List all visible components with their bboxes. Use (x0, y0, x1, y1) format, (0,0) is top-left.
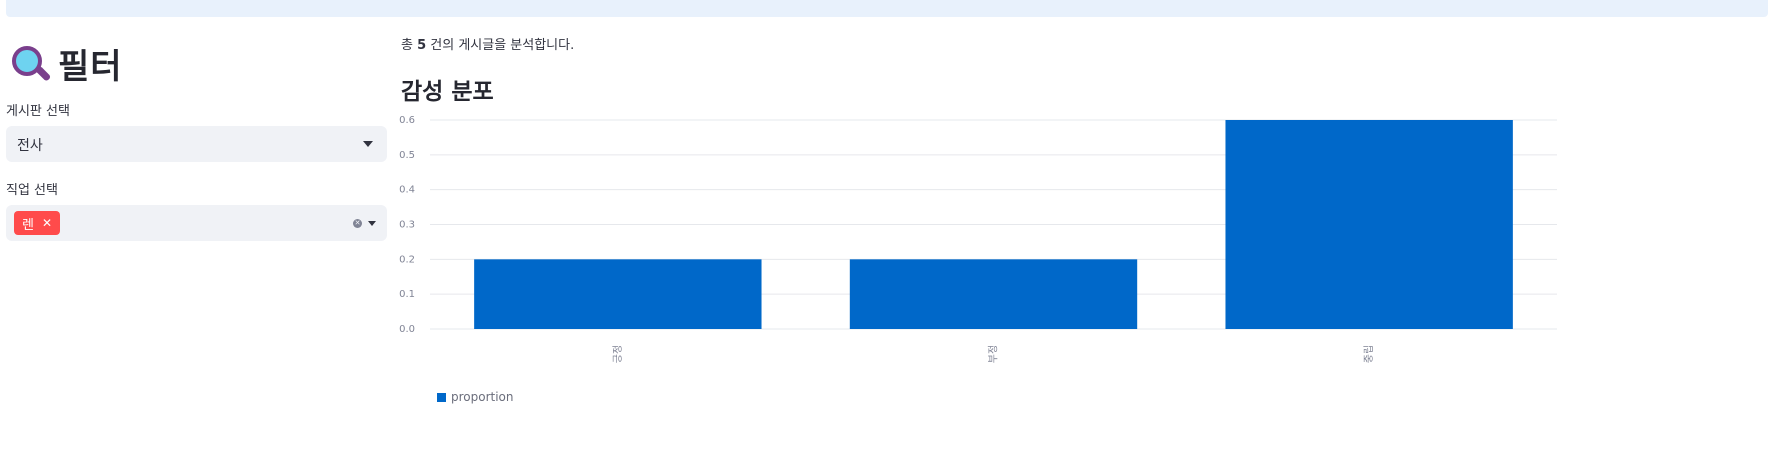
job-tag[interactable]: 렌 ✕ (14, 211, 61, 235)
board-select-value: 전사 (17, 138, 43, 154)
bar-3 (1225, 120, 1513, 329)
summary-count: 5 (417, 38, 427, 53)
section-title: 감성 분포 (401, 79, 494, 105)
legend-label: proportion (451, 390, 514, 404)
job-multiselect[interactable]: 렌 ✕ ✕ (6, 205, 387, 241)
clear-all-icon[interactable]: ✕ (353, 219, 362, 228)
y-tick-label: 0.4 (399, 185, 415, 196)
y-tick-label: 0.2 (399, 254, 415, 265)
summary-text: 총 5 건의 게시글을 분석합니다. (401, 38, 575, 53)
y-tick-label: 0.5 (399, 150, 415, 161)
tag-remove-icon[interactable]: ✕ (41, 216, 53, 230)
top-info-banner (6, 0, 1768, 17)
y-tick-label: 0.0 (399, 324, 415, 335)
x-tick-label: 긍정 (612, 345, 624, 363)
filter-title: 필터 (58, 46, 123, 87)
job-select-label: 직업 선택 (6, 183, 58, 198)
x-tick-label: 부정 (988, 345, 1000, 363)
bar-1 (474, 259, 762, 329)
bar-2 (849, 259, 1138, 329)
y-tick-label: 0.3 (399, 220, 415, 231)
legend-swatch (437, 393, 446, 402)
board-select-label: 게시판 선택 (6, 104, 70, 119)
sidebar: 필터 게시판 선택 전사 직업 선택 렌 ✕ ✕ (6, 38, 387, 241)
chevron-down-icon[interactable] (363, 141, 373, 147)
magnifying-glass-icon (10, 43, 52, 83)
chevron-down-icon[interactable] (368, 221, 376, 226)
filter-header: 필터 (6, 38, 387, 88)
board-select[interactable]: 전사 (6, 126, 387, 162)
job-tag-label: 렌 (22, 217, 34, 233)
y-tick-label: 0.6 (399, 115, 415, 126)
y-tick-label: 0.1 (399, 289, 415, 300)
x-tick-label: 중립 (1362, 345, 1375, 363)
sentiment-bar-chart: 0.0 0.1 0.2 0.3 0.4 0.5 0.6 긍정 부정 중립 proportion (399, 115, 1557, 404)
